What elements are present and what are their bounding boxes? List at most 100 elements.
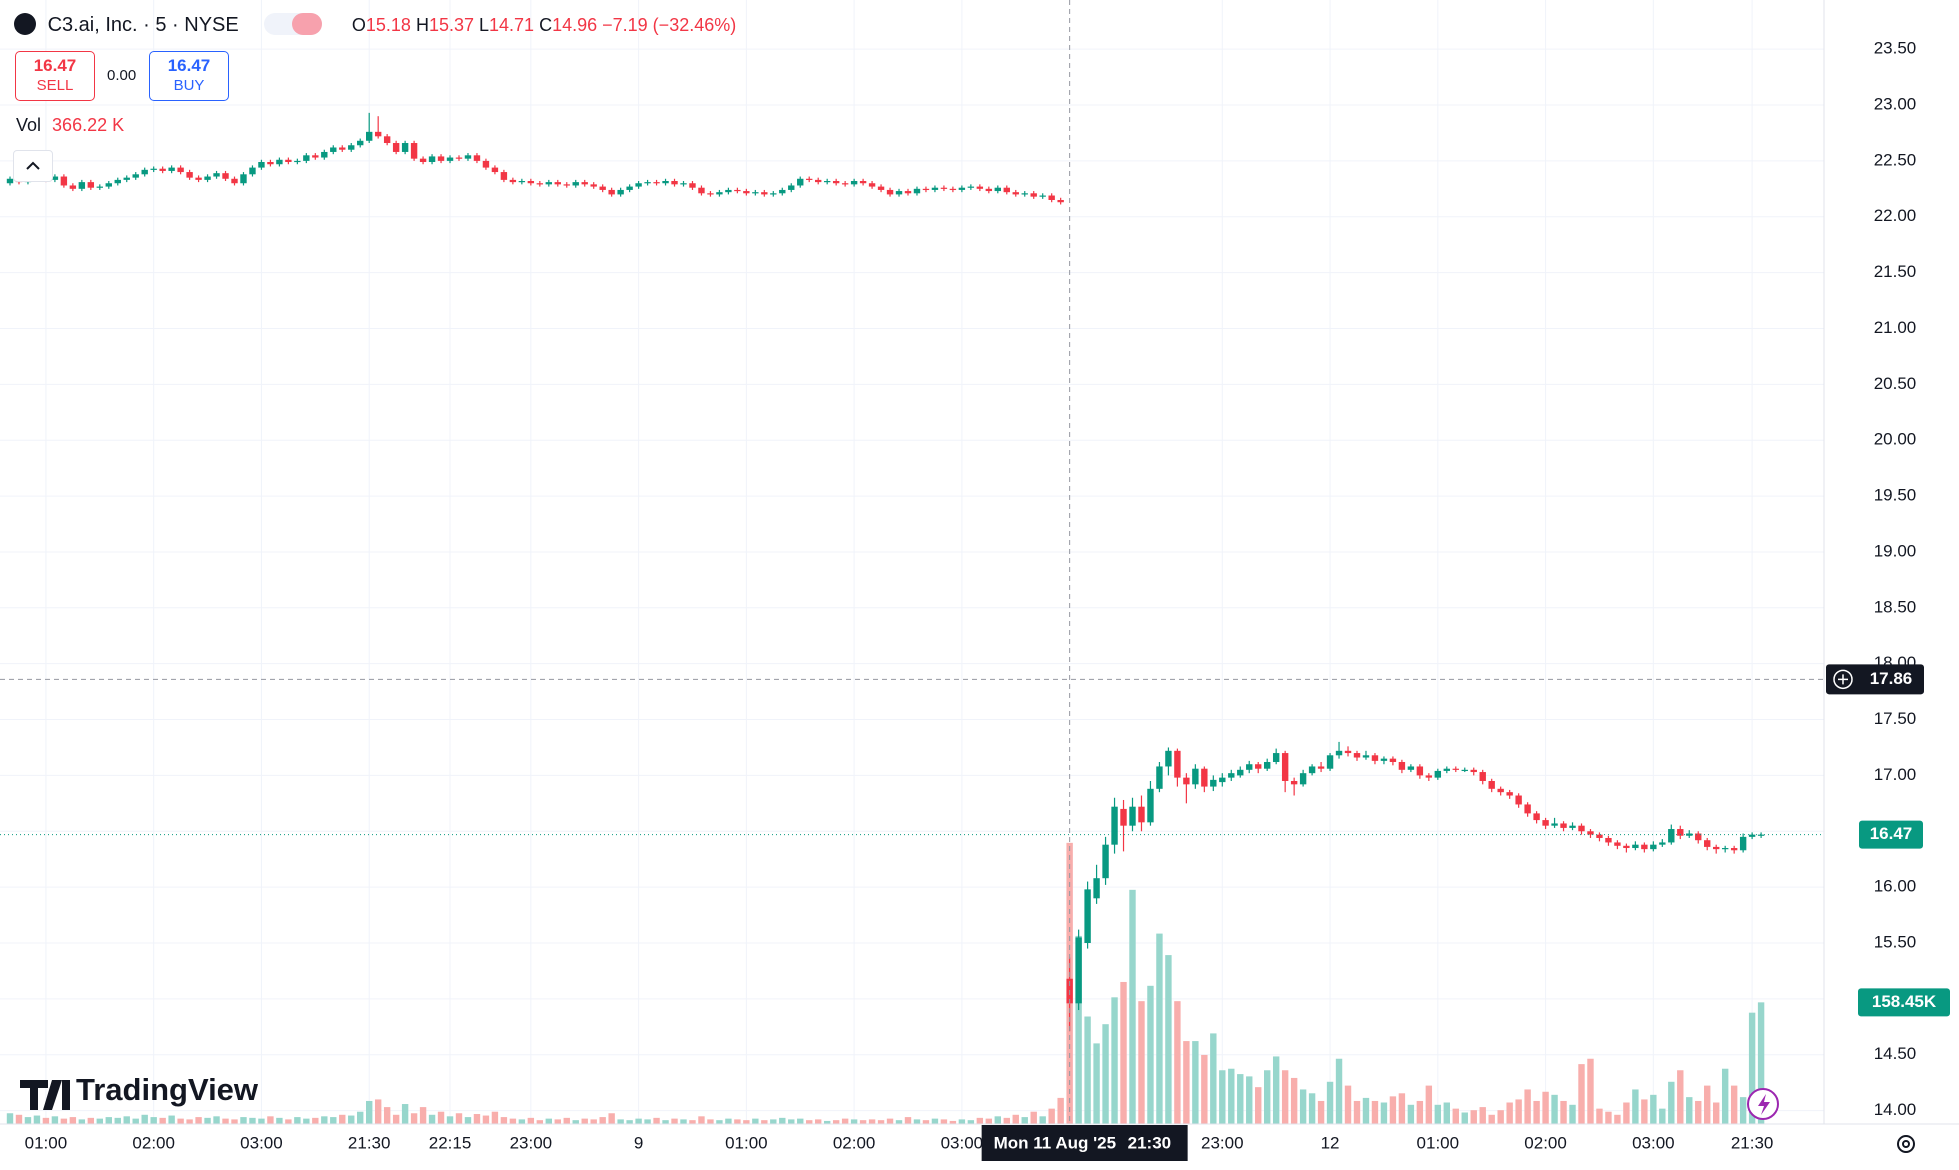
candle-body (1003, 187, 1010, 193)
legend-value: 14.96 (552, 15, 598, 35)
y-tick-label: 22.00 (1874, 206, 1917, 225)
volume-bar (1497, 1110, 1504, 1124)
y-tick-label: 19.50 (1874, 486, 1917, 505)
candle-body (1362, 755, 1370, 758)
crosshair-date: Mon 11 Aug '25 (994, 1133, 1116, 1152)
candle-body (1255, 764, 1262, 769)
volume-bar (1641, 1099, 1648, 1124)
volume-bar (177, 1118, 184, 1124)
candle-body (1506, 792, 1513, 796)
candle-body (312, 155, 319, 158)
volume-bar (1551, 1094, 1558, 1124)
candle-body (1425, 775, 1433, 778)
last-price-box (1859, 820, 1923, 849)
x-tick-label: 01:00 (725, 1133, 768, 1152)
candle-body (1470, 769, 1477, 773)
candle-body (78, 182, 86, 189)
candle-body (258, 162, 265, 168)
sell-button[interactable]: 16.47 SELL (15, 51, 95, 101)
volume-bar (895, 1120, 903, 1124)
candle-body (895, 191, 903, 195)
volume-bar (1569, 1104, 1576, 1124)
volume-bar (509, 1118, 517, 1124)
last-price-label: 16.47 (1870, 824, 1913, 843)
candle-body (868, 183, 876, 187)
y-tick-label: 17.00 (1874, 765, 1917, 784)
candle-body (1281, 753, 1289, 781)
candle-body (707, 193, 714, 195)
x-tick-label: 02:00 (1524, 1133, 1567, 1152)
legend-key: L (479, 15, 490, 35)
volume-bar (1506, 1102, 1513, 1124)
candle-body (1084, 889, 1091, 943)
volume-bar (1659, 1108, 1666, 1124)
candle-body (806, 178, 813, 180)
volume-bar (859, 1120, 867, 1124)
candle-body (985, 188, 993, 192)
candle-body (1174, 750, 1181, 778)
volume-bar (1695, 1100, 1702, 1124)
volume-bar (1030, 1111, 1037, 1124)
candle-body (1677, 829, 1684, 836)
candle-body (1039, 195, 1046, 197)
volume-bar (1210, 1033, 1217, 1124)
volume-bar (1362, 1097, 1370, 1124)
volume-bar (1120, 981, 1127, 1124)
volume-bar (455, 1113, 463, 1124)
status-pill[interactable] (264, 13, 323, 35)
candle-body (922, 188, 930, 191)
volume-bar (868, 1119, 876, 1124)
candle-body (500, 172, 508, 180)
quick-icon[interactable] (1747, 1088, 1779, 1120)
candle-body (1120, 808, 1127, 826)
candle-body (689, 183, 696, 188)
settings-icon[interactable] (1897, 1135, 1915, 1153)
crosshair-time-box (981, 1125, 1188, 1161)
candle-body (464, 155, 472, 159)
candle-body (105, 183, 112, 187)
candle-body (1748, 834, 1756, 837)
candle-body (1138, 806, 1145, 823)
volume-bar (752, 1118, 759, 1124)
candle-body (1551, 823, 1558, 826)
volume-bar (1102, 1024, 1109, 1124)
volume-bar (267, 1116, 274, 1124)
volume-bar (1542, 1091, 1549, 1124)
candle-body (1596, 834, 1603, 838)
volume-bar (1183, 1041, 1190, 1124)
collapse-button[interactable] (13, 150, 53, 182)
volume-bar (1748, 1012, 1756, 1124)
volume-bar (276, 1117, 283, 1124)
volume-bar (428, 1114, 436, 1124)
candle-body (886, 189, 894, 195)
volume-bar (940, 1119, 948, 1124)
candle-body (51, 176, 59, 180)
candle-body (653, 182, 660, 184)
volume-bar (1632, 1089, 1639, 1124)
candle-body (1219, 777, 1226, 783)
candle-body (1641, 844, 1648, 850)
candle-body (204, 176, 211, 180)
volume-bar (1389, 1096, 1397, 1124)
legend-key: C (539, 15, 553, 35)
candle-body (491, 167, 499, 173)
buy-button[interactable]: 16.47 BUY (149, 51, 229, 101)
volume-bar (904, 1117, 912, 1124)
candle-body (1129, 806, 1136, 826)
chevron (26, 161, 40, 170)
candle-body (1452, 768, 1459, 770)
candle-body (1048, 195, 1055, 200)
volume-bar (437, 1111, 445, 1124)
volume-bar (725, 1118, 732, 1124)
candle-body (294, 160, 301, 163)
volume-bar (42, 1117, 50, 1124)
candle-body (572, 182, 579, 186)
volume-bar (1587, 1058, 1594, 1124)
volume-bar (1192, 1041, 1199, 1124)
candle-body (455, 157, 463, 159)
symbol[interactable]: C3.ai, Inc. · 5 · NYSE (47, 14, 239, 36)
candle-body (850, 181, 858, 185)
y-tick-label: 23.00 (1874, 95, 1917, 114)
volume-bar (644, 1119, 651, 1124)
